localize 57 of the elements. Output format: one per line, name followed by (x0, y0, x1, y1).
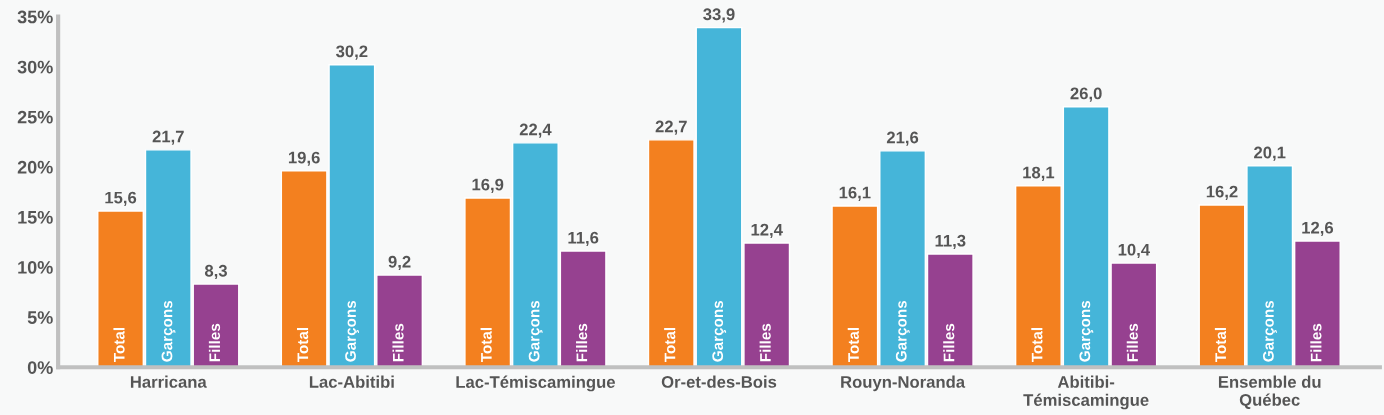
x-tick-label: Harricana (130, 375, 207, 388)
text: Total (480, 327, 492, 363)
text: Filles (392, 323, 404, 362)
y-tick-label: 30% (17, 60, 53, 74)
text: Garçons (345, 300, 359, 362)
data-label: 16,9 (472, 178, 504, 193)
data-label: 20,1 (1254, 146, 1286, 161)
data-label: 21,7 (152, 130, 184, 145)
data-label: 9,2 (388, 255, 411, 271)
data-label: 11,3 (935, 234, 966, 250)
x-tick-label: Ensemble du Québec (1218, 375, 1321, 409)
y-tick-label: 25% (17, 110, 53, 124)
y-tick-label: 20% (17, 160, 53, 174)
y-tick-label: 5% (27, 311, 53, 324)
data-label: 19,6 (288, 151, 320, 166)
text: Garçons (528, 300, 543, 362)
data-label: 33,9 (703, 8, 735, 23)
text: Total (664, 327, 676, 363)
series-label: Filles (208, 323, 221, 362)
x-tick-label: Lac-Abitibi (309, 375, 394, 388)
text: Filles (943, 323, 955, 362)
text: Garçons (1262, 300, 1277, 362)
data-label: 10,4 (1118, 243, 1150, 259)
text: Filles (576, 323, 588, 362)
data-label: 26,0 (1070, 87, 1102, 102)
text: Garçons (895, 300, 910, 362)
data-label: 11,6 (568, 231, 599, 247)
x-tick-label: Or-et-des-Bois (661, 375, 777, 388)
y-tick-label: 35% (17, 10, 53, 24)
data-label: 12,4 (751, 223, 783, 238)
text: Filles (759, 323, 771, 362)
data-label: 16,1 (839, 186, 871, 201)
data-label: 22,4 (519, 123, 552, 138)
data-label: 21,6 (886, 131, 919, 146)
x-tick-label: Rouyn-Noranda (841, 375, 966, 392)
data-label: 18,1 (1023, 166, 1055, 181)
data-label: 22,7 (655, 120, 687, 135)
text: Garçons (1079, 300, 1094, 362)
data-label: 12,6 (1302, 221, 1334, 236)
text: Garçons (712, 300, 727, 362)
text: Total (296, 327, 309, 363)
y-tick-label: 15% (18, 210, 53, 224)
data-label: 15,6 (105, 191, 137, 206)
x-tick-label: Abitibi- Témiscamingue (1023, 375, 1149, 410)
text: Total (847, 327, 859, 363)
series-label: Garçons (161, 300, 176, 362)
y-tick-label: 0% (27, 361, 53, 374)
text: Total (1214, 327, 1227, 363)
data-label: 16,2 (1206, 185, 1238, 200)
text: Filles (1126, 323, 1138, 362)
data-label: 8,3 (204, 264, 227, 280)
text: Total (1031, 327, 1043, 363)
text: Filles (1310, 323, 1322, 362)
x-tick-label: Lac-Témiscamingue (456, 375, 615, 392)
series-label: Total (113, 327, 125, 363)
y-tick-label: 10% (18, 261, 53, 274)
data-label: 30,2 (336, 45, 368, 60)
